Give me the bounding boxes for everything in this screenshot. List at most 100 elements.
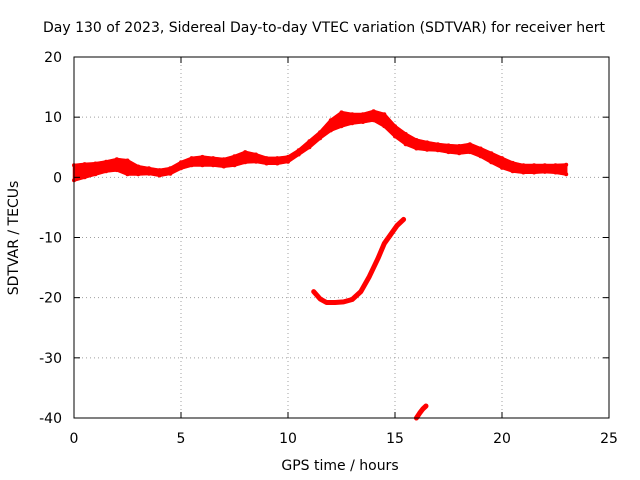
data-point (318, 130, 323, 135)
data-point (489, 160, 494, 165)
x-tick-label: 0 (70, 431, 79, 447)
data-point (211, 156, 216, 161)
y-tick-label: 10 (44, 110, 62, 126)
data-point (414, 138, 419, 142)
data-point (510, 160, 515, 165)
data-point (382, 112, 387, 117)
data-point (114, 157, 119, 162)
data-point (382, 124, 387, 129)
data-point (286, 159, 290, 164)
data-point (350, 121, 355, 126)
data-point (564, 162, 569, 167)
data-point (318, 296, 323, 301)
data-point (367, 274, 372, 279)
data-point (179, 160, 183, 165)
data-point (446, 150, 451, 155)
data-point (414, 146, 419, 151)
data-point (168, 171, 173, 176)
data-point (221, 164, 226, 169)
data-point (93, 172, 98, 177)
data-point (243, 150, 248, 155)
data-point (424, 404, 428, 408)
y-axis-label: SDTVAR / TECUs (6, 181, 22, 296)
data-point (136, 164, 141, 169)
data-point (200, 163, 205, 168)
data-point (401, 217, 406, 222)
data-point (417, 411, 422, 416)
y-tick-label: -40 (39, 411, 62, 427)
data-point (500, 165, 504, 170)
data-point (146, 166, 151, 171)
data-point (553, 170, 558, 175)
data-point (232, 163, 237, 168)
short-segment-line (413, 403, 429, 421)
data-point (446, 143, 451, 148)
data-point (350, 112, 355, 117)
data-point (382, 241, 387, 246)
data-point (157, 173, 162, 178)
data-point (243, 160, 248, 165)
data-point (532, 170, 537, 175)
data-point (467, 150, 472, 155)
y-tick-label: 20 (44, 50, 62, 66)
data-point (500, 156, 504, 161)
data-point (221, 157, 226, 162)
data-point (435, 142, 440, 147)
data-point (104, 159, 109, 164)
data-point (403, 132, 408, 136)
data-point (542, 163, 547, 168)
x-tick-label: 10 (279, 431, 297, 447)
data-point (435, 148, 440, 153)
data-point (286, 154, 290, 159)
data-point (478, 146, 483, 151)
data-point (350, 297, 355, 302)
data-point (211, 163, 216, 168)
y-tick-label: -30 (39, 351, 62, 367)
data-point (532, 163, 537, 168)
data-point (311, 289, 316, 294)
data-point (104, 169, 109, 174)
y-tick-label: 0 (53, 170, 62, 186)
data-point (168, 166, 173, 171)
data-point (564, 172, 569, 177)
data-point (521, 170, 526, 175)
data-point (553, 163, 558, 168)
data-point (318, 136, 323, 141)
data-point (114, 168, 119, 173)
arc-segment-line (311, 216, 407, 305)
data-point (457, 144, 462, 148)
data-point (328, 128, 333, 133)
data-point (275, 161, 280, 166)
data-point (393, 124, 397, 129)
data-point (425, 140, 430, 145)
data-point (510, 169, 515, 174)
data-point (328, 118, 333, 123)
data-point (360, 120, 365, 124)
data-point (388, 232, 393, 237)
data-point (232, 154, 237, 159)
data-series (72, 109, 569, 421)
data-point (375, 256, 380, 261)
data-point (264, 161, 269, 166)
data-point (403, 142, 408, 147)
data-point (371, 118, 376, 123)
data-point (93, 161, 98, 166)
data-point (136, 172, 141, 177)
data-point (489, 151, 494, 156)
data-point (324, 300, 329, 305)
data-point (339, 110, 344, 115)
axis-ticks: 0 5 10 15 20 25 -40 -30 -20 -10 0 10 20 (39, 50, 618, 447)
data-point (457, 151, 462, 156)
data-point (393, 134, 397, 139)
data-point (371, 109, 376, 114)
x-tick-label: 15 (386, 431, 404, 447)
data-point (157, 168, 162, 173)
data-point (425, 147, 430, 152)
data-point (82, 162, 87, 167)
data-point (360, 112, 365, 117)
data-point (395, 223, 400, 228)
y-tick-label: -20 (39, 291, 62, 307)
data-point (420, 407, 425, 411)
data-point (307, 145, 312, 150)
